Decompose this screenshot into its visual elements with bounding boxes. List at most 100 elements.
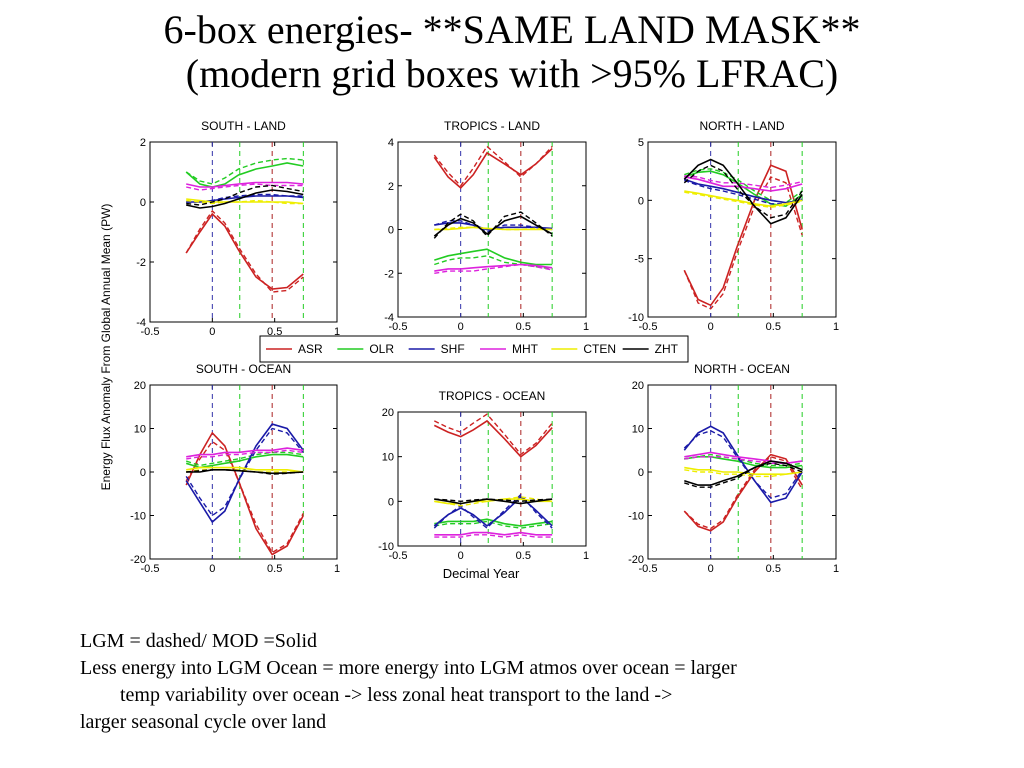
x-tick-label: 0 [458, 321, 464, 333]
series-line-asr-lgm [433, 145, 553, 187]
legend-label-mht: MHT [512, 342, 539, 356]
series-line-zht-lgm [683, 164, 803, 219]
legend-box [259, 335, 689, 363]
y-tick-label: 0 [388, 225, 394, 237]
series-line-asr-lgm [683, 456, 803, 530]
y-tick-label: -20 [130, 554, 146, 566]
chart-panel: SOUTH - LAND -0.5 0 0.5 1 -4 -2 0 2 [136, 119, 340, 338]
x-tick-label: 1 [833, 563, 839, 575]
x-tick-label: 0 [708, 563, 714, 575]
series-line-olr-lgm [684, 453, 803, 467]
series-line-olr-lgm [185, 157, 304, 185]
note-line: temp variability over ocean -> less zona… [120, 684, 673, 706]
series-line-cten-lgm [684, 469, 803, 478]
legend-label-asr: ASR [298, 342, 323, 356]
y-tick-label: -2 [136, 257, 146, 269]
y-tick-label: -10 [628, 511, 644, 523]
panel-frame [397, 411, 587, 547]
x-tick-label: 1 [583, 550, 589, 562]
series-line-mht-mod [434, 263, 553, 272]
series-line-mht-mod [186, 447, 304, 458]
x-tick-label: 0.5 [267, 563, 282, 575]
series-line-asr-lgm [683, 176, 803, 310]
x-tick-label: 0.5 [516, 550, 531, 562]
note-line: LGM = dashed/ MOD =Solid [80, 630, 318, 652]
slide-title-line1: 6-box energies- **SAME LAND MASK** [163, 7, 861, 52]
y-tick-label: 20 [134, 380, 146, 392]
panel-frame [647, 141, 837, 318]
chart-panel: NORTH - OCEAN -0.5 0 0.5 1 -20 -10 0 10 20 [628, 362, 839, 575]
x-tick-label: -0.5 [141, 563, 160, 575]
panel-title: TROPICS - LAND [444, 119, 540, 133]
y-tick-label: 0 [638, 467, 644, 479]
series-line-mht-lgm [434, 534, 553, 538]
six-panel-figure: Energy Flux Anomaly From Global Annual M… [99, 119, 839, 581]
series-line-mht-lgm [186, 183, 304, 191]
series-line-zht-mod [433, 215, 553, 237]
series-line-cten-lgm [186, 199, 304, 205]
y-tick-label: 10 [382, 452, 394, 464]
x-tick-label: 1 [334, 563, 340, 575]
chart-panel: NORTH - LAND -0.5 0 0.5 1 -10 -5 0 5 [628, 119, 839, 333]
y-tick-label: 10 [632, 424, 644, 436]
series-line-mht-mod [186, 181, 304, 188]
series-line-shf-mod [683, 425, 803, 504]
series-line-zht-mod [186, 189, 304, 209]
series-line-cten-mod [684, 190, 803, 208]
legend-label-shf: SHF [441, 342, 465, 356]
series-line-asr-mod [683, 453, 803, 532]
y-tick-label: -5 [634, 254, 644, 266]
y-tick-label: 0 [638, 195, 644, 207]
y-tick-label: -2 [384, 268, 394, 280]
series-line-asr-lgm [185, 209, 304, 293]
series-line-mht-lgm [434, 263, 553, 274]
x-tick-label: 1 [334, 326, 340, 338]
slide-notes: LGM = dashed/ MOD =Solid Less energy int… [80, 628, 980, 736]
series-line-olr-lgm [185, 451, 304, 467]
series-line-asr-lgm [433, 413, 553, 456]
y-tick-label: 20 [632, 380, 644, 392]
series-line-cten-lgm [434, 496, 553, 507]
panel-title: SOUTH - OCEAN [196, 362, 291, 376]
legend-label-olr: OLR [369, 342, 394, 356]
panel-title: TROPICS - OCEAN [439, 389, 546, 403]
series-line-asr-mod [683, 164, 803, 307]
y-tick-label: 4 [388, 137, 394, 149]
series-line-mht-lgm [684, 175, 803, 189]
series-line-olr-mod [185, 162, 304, 188]
panel-title: NORTH - LAND [699, 119, 784, 133]
series-line-cten-mod [684, 466, 803, 476]
y-tick-label: -10 [130, 511, 146, 523]
y-tick-label: 0 [140, 467, 146, 479]
panel-frame [149, 141, 338, 323]
series-line-zht-lgm [434, 498, 553, 503]
slide-title-line2: (modern grid boxes with >95% LFRAC) [185, 51, 839, 96]
x-tick-label: 0 [209, 563, 215, 575]
y-tick-label: 0 [140, 197, 146, 209]
x-tick-label: -0.5 [141, 326, 160, 338]
series-line-asr-mod [433, 419, 553, 458]
x-tick-label: -0.5 [639, 563, 658, 575]
series-line-shf-lgm [185, 427, 304, 517]
y-tick-label: 10 [134, 424, 146, 436]
series-line-olr-lgm [434, 520, 553, 529]
legend-label-cten: CTEN [583, 342, 616, 356]
x-tick-label: 0.5 [766, 563, 781, 575]
slide-title: 6-box energies- **SAME LAND MASK** (mode… [0, 8, 1024, 96]
series-line-olr-mod [434, 248, 553, 266]
series-line-zht-lgm [684, 462, 803, 488]
series-line-asr-mod [433, 148, 553, 190]
legend: ASR OLR SHF MHT CTEN ZHT [259, 335, 689, 363]
x-tick-label: -0.5 [389, 321, 408, 333]
chart-panel: TROPICS - LAND -0.5 0 0.5 1 -4 -2 0 2 4 [384, 119, 589, 333]
note-line: Less energy into LGM Ocean = more energy… [80, 657, 737, 679]
x-tick-label: 0 [458, 550, 464, 562]
y-tick-label: -4 [136, 317, 146, 329]
figure-x-axis-label: Decimal Year [443, 566, 520, 581]
figure-y-axis-label: Energy Flux Anomaly From Global Annual M… [99, 204, 113, 491]
series-line-asr-lgm [185, 440, 304, 554]
x-tick-label: 0 [708, 321, 714, 333]
panel-title: NORTH - OCEAN [694, 362, 790, 376]
series-line-zht-mod [683, 158, 803, 225]
